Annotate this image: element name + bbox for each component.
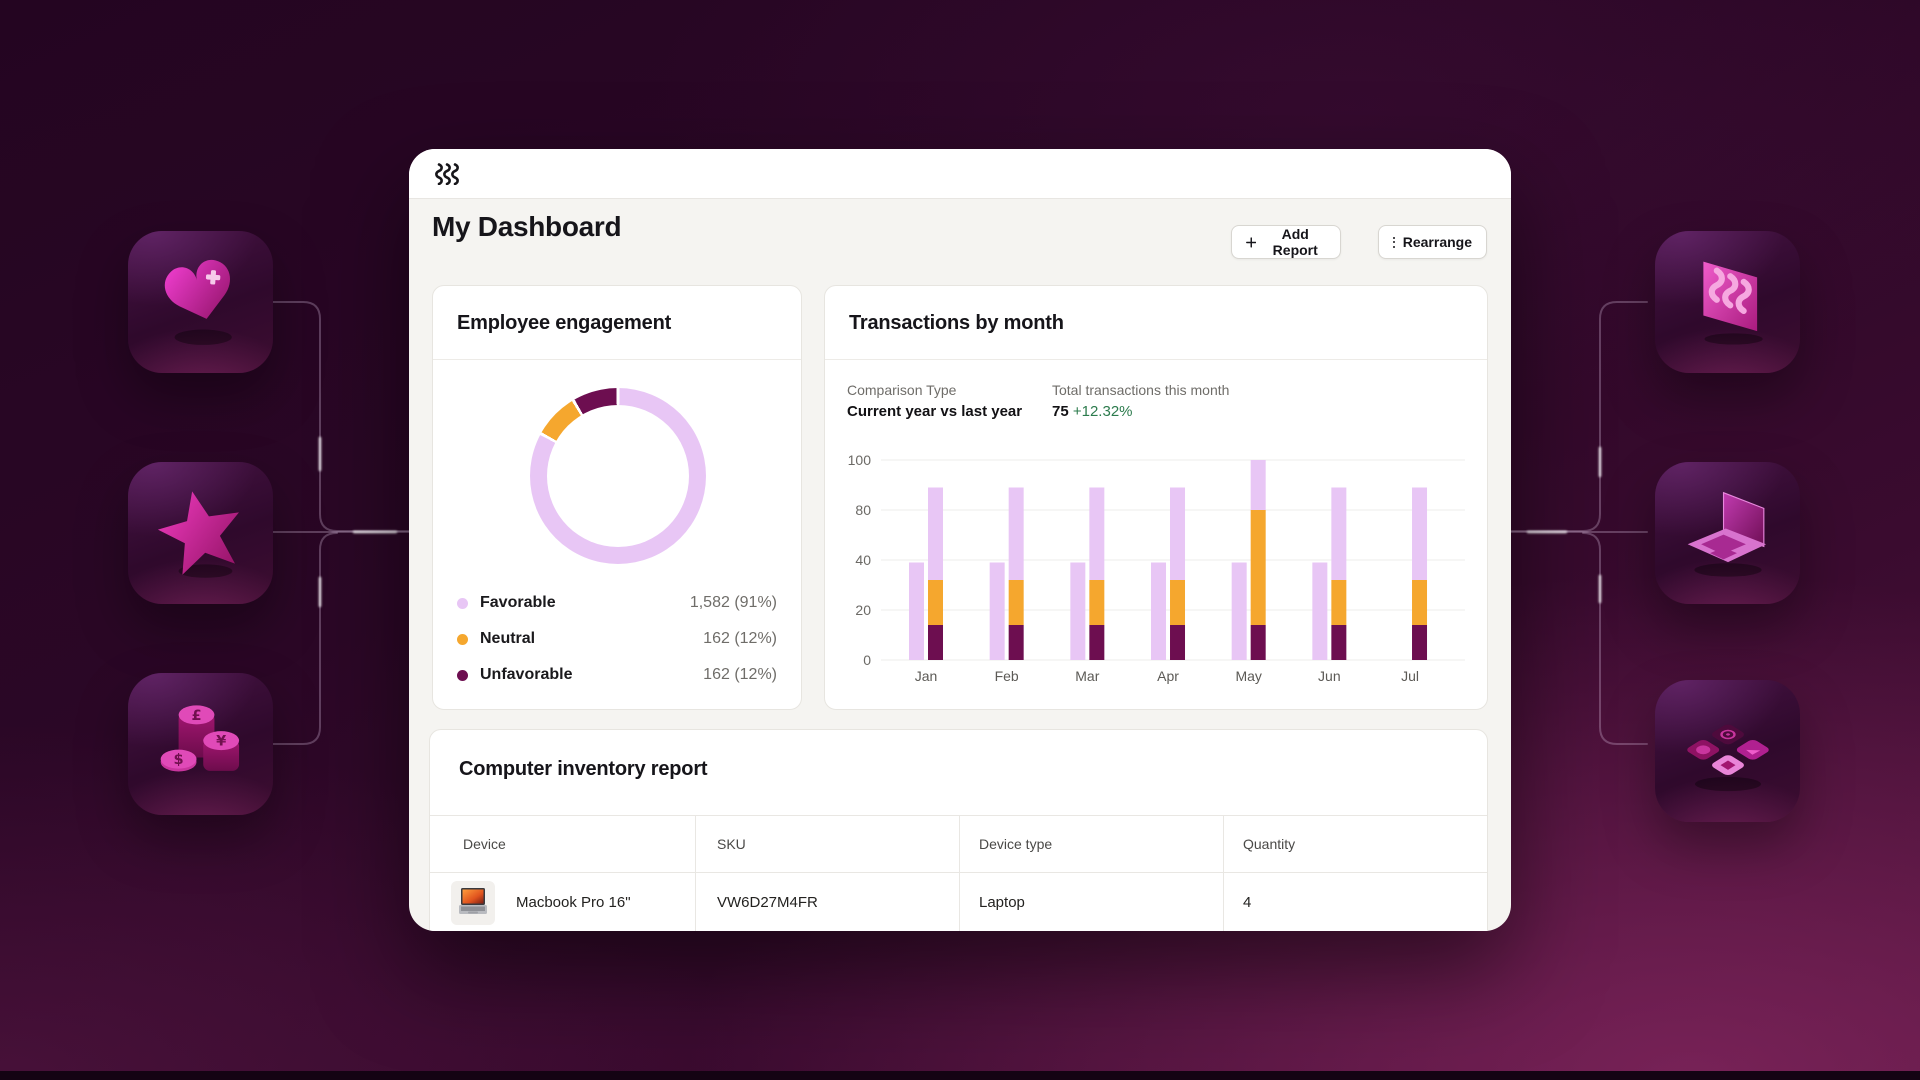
legend-item-favorable: Favorable 1,582 (91%) [457, 585, 777, 621]
cell-device: Macbook Pro 16" [516, 894, 631, 911]
star-icon [157, 491, 239, 578]
legend-label: Neutral [480, 630, 536, 647]
card-title: Employee engagement [457, 312, 672, 334]
svg-text:Jan: Jan [915, 668, 938, 684]
card-header: Employee engagement [433, 286, 801, 360]
card-title: Transactions by month [849, 312, 1064, 334]
svg-text:£: £ [191, 707, 201, 724]
svg-text:Feb: Feb [995, 668, 1019, 684]
total-transactions-value: 75 [1052, 403, 1069, 420]
legend-item-unfavorable: Unfavorable 162 (12%) [457, 657, 777, 693]
legend-dot [457, 633, 468, 645]
hamburger-icon [1393, 234, 1395, 250]
legend-value: 162 (12%) [703, 630, 777, 647]
comparison-type-label: Comparison Type [847, 382, 957, 398]
column-header-quantity: Quantity [1243, 836, 1296, 852]
table-row[interactable]: Macbook Pro 16" VW6D27M4FR Laptop 4 [430, 873, 1487, 931]
cell-sku: VW6D27M4FR [717, 894, 818, 911]
column-header-device-type: Device type [979, 836, 1053, 852]
employee-engagement-card: Employee engagement Favorable 1,582 (91%… [432, 285, 802, 710]
transactions-card: Transactions by month Comparison Type Cu… [824, 285, 1488, 710]
column-divider [959, 815, 960, 931]
svg-text:Jun: Jun [1318, 668, 1341, 684]
rearrange-button[interactable]: Rearrange [1378, 225, 1487, 259]
cell-quantity: 4 [1243, 894, 1252, 911]
tile-brand-card [1655, 231, 1800, 373]
device-thumbnail [451, 881, 495, 925]
coins-icon: £ ¥ $ [160, 705, 239, 772]
page-title: My Dashboard [432, 211, 622, 242]
total-transactions-block: Total transactions this month 75 +12.32% [1052, 382, 1229, 420]
tile-laptop [1655, 462, 1800, 604]
plus-icon [1246, 236, 1257, 248]
svg-text:0: 0 [863, 652, 871, 668]
column-header-device: Device [463, 836, 506, 852]
donut-legend: Favorable 1,582 (91%) Neutral 162 (12%) … [457, 585, 777, 693]
legend-value: 1,582 (91%) [689, 594, 777, 611]
tile-apps [1655, 680, 1800, 822]
bottom-edge-shadow [0, 1071, 1920, 1080]
legend-dot [457, 597, 468, 609]
app-grid-icon [1686, 724, 1769, 792]
legend-label: Unfavorable [480, 666, 573, 683]
column-header-sku: SKU [717, 836, 746, 852]
rearrange-label: Rearrange [1402, 234, 1472, 250]
legend-item-neutral: Neutral 162 (12%) [457, 621, 777, 657]
table-header-row: Device SKU Device type Quantity [430, 815, 1487, 873]
waves-card-icon [1702, 261, 1763, 345]
svg-text:100: 100 [848, 452, 872, 468]
svg-text:20: 20 [855, 602, 871, 618]
svg-text:Apr: Apr [1157, 668, 1179, 684]
svg-text:80: 80 [855, 502, 871, 518]
dashboard-window: My Dashboard Add Report Rearrange Employ… [409, 149, 1511, 931]
app-topbar [409, 149, 1511, 199]
total-transactions-label: Total transactions this month [1052, 382, 1230, 398]
inventory-title: Computer inventory report [459, 758, 708, 780]
card-header: Transactions by month [825, 286, 1487, 360]
tile-star [128, 462, 273, 604]
inventory-card: Computer inventory report Device SKU Dev… [429, 729, 1488, 931]
macbook-photo-icon [459, 888, 487, 914]
legend-dot [457, 669, 468, 681]
svg-text:Jul: Jul [1401, 668, 1419, 684]
rippling-logo-icon [435, 163, 459, 185]
column-divider [1223, 815, 1224, 931]
cell-device-type: Laptop [979, 894, 1025, 911]
add-report-button[interactable]: Add Report [1231, 225, 1341, 259]
column-divider [695, 815, 696, 931]
svg-text:¥: ¥ [216, 733, 226, 750]
comparison-type-block: Comparison Type Current year vs last yea… [847, 382, 1022, 420]
total-transactions-delta: +12.32% [1072, 403, 1133, 420]
svg-text:May: May [1235, 668, 1261, 684]
comparison-type-value: Current year vs last year [847, 403, 1023, 420]
legend-value: 162 (12%) [703, 666, 777, 683]
tile-currency: £ ¥ $ [128, 673, 273, 815]
heart-plus-icon [164, 259, 232, 345]
legend-label: Favorable [480, 594, 556, 611]
engagement-donut-chart [530, 388, 706, 564]
transactions-bar-chart: 0 20 40 80 100 Jan Feb Mar Apr May Jun Jul [825, 441, 1489, 706]
svg-text:40: 40 [855, 552, 871, 568]
laptop-3d-icon [1687, 491, 1766, 577]
svg-text:Mar: Mar [1075, 668, 1099, 684]
tile-benefits [128, 231, 273, 373]
add-report-label: Add Report [1272, 226, 1318, 258]
svg-text:$: $ [173, 751, 183, 768]
